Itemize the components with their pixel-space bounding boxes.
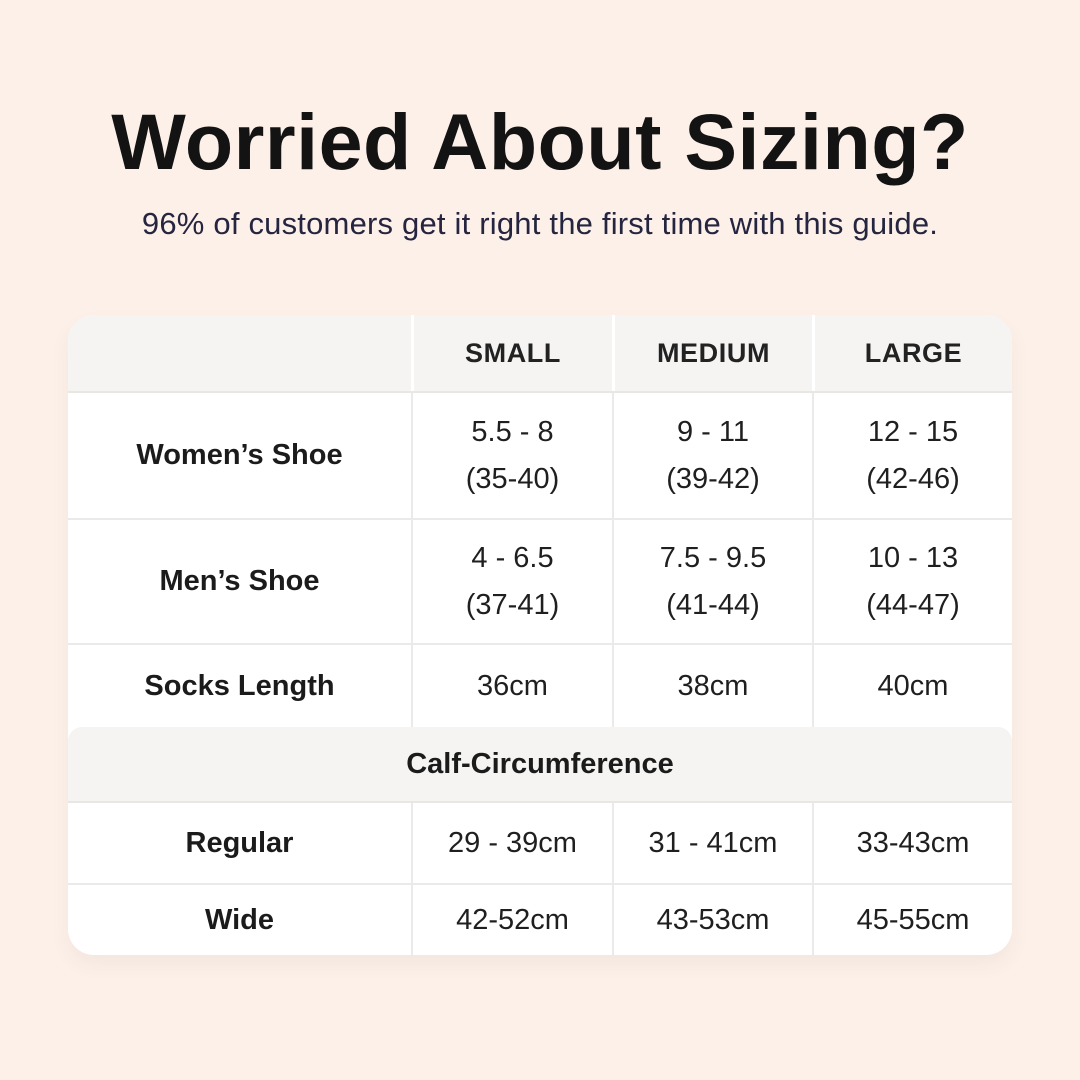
section-header-calf-circumference: Calf-Circumference <box>68 727 1012 803</box>
page-title: Worried About Sizing? <box>111 97 969 186</box>
cell-wide-large: 45-55cm <box>812 885 1012 955</box>
cell-mens-small: 4 - 6.5 (37-41) <box>411 520 612 643</box>
value-secondary: (37-41) <box>465 588 560 621</box>
value-primary: 7.5 - 9.5 <box>659 541 767 574</box>
column-header-medium: MEDIUM <box>612 315 812 391</box>
sizing-table: SMALL MEDIUM LARGE Women’s Shoe 5.5 - 8 … <box>68 315 1012 955</box>
value-primary: 4 - 6.5 <box>471 541 554 574</box>
value-primary: 31 - 41cm <box>648 826 778 859</box>
table-row-womens-shoe: Women’s Shoe 5.5 - 8 (35-40) 9 - 11 (39-… <box>68 393 1012 518</box>
cell-mens-large: 10 - 13 (44-47) <box>812 520 1012 643</box>
table-row-mens-shoe: Men’s Shoe 4 - 6.5 (37-41) 7.5 - 9.5 (41… <box>68 518 1012 643</box>
value-primary: 40cm <box>877 669 949 702</box>
row-label: Wide <box>204 903 275 936</box>
column-header-large: LARGE <box>812 315 1012 391</box>
page-subtitle: 96% of customers get it right the first … <box>141 206 939 241</box>
table-row-socks-length: Socks Length 36cm 38cm 40cm <box>68 643 1012 727</box>
column-header-small: SMALL <box>411 315 612 391</box>
value-primary: 5.5 - 8 <box>471 415 554 448</box>
row-label: Socks Length <box>144 669 335 702</box>
value-primary: 36cm <box>477 669 548 702</box>
value-secondary: (39-42) <box>666 462 760 495</box>
cell-wide-medium: 43-53cm <box>612 885 812 955</box>
cell-socks-medium: 38cm <box>612 645 812 727</box>
cell-regular-medium: 31 - 41cm <box>612 803 812 883</box>
cell-regular-small: 29 - 39cm <box>411 803 612 883</box>
value-secondary: (41-44) <box>666 588 760 621</box>
row-label: Women’s Shoe <box>136 439 343 471</box>
cell-womens-large: 12 - 15 (42-46) <box>812 393 1012 518</box>
table-row-regular: Regular 29 - 39cm 31 - 41cm 33-43cm <box>68 803 1012 883</box>
cell-socks-large: 40cm <box>812 645 1012 727</box>
cell-socks-small: 36cm <box>411 645 612 727</box>
row-label: Regular <box>185 826 294 859</box>
table-row-wide: Wide 42-52cm 43-53cm 45-55cm <box>68 883 1012 955</box>
value-primary: 45-55cm <box>856 903 970 936</box>
value-secondary: (35-40) <box>465 462 560 495</box>
table-header-row: SMALL MEDIUM LARGE <box>68 315 1012 393</box>
value-secondary: (44-47) <box>866 588 960 621</box>
value-primary: 33-43cm <box>856 826 970 859</box>
cell-wide-small: 42-52cm <box>411 885 612 955</box>
value-primary: 9 - 11 <box>676 415 749 448</box>
value-primary: 12 - 15 <box>867 415 959 448</box>
value-primary: 38cm <box>677 669 749 702</box>
value-primary: 42-52cm <box>456 903 569 936</box>
cell-mens-medium: 7.5 - 9.5 (41-44) <box>612 520 812 643</box>
header-spacer-cell <box>68 315 411 391</box>
value-primary: 29 - 39cm <box>448 826 577 859</box>
value-primary: 10 - 13 <box>867 541 959 574</box>
cell-womens-medium: 9 - 11 (39-42) <box>612 393 812 518</box>
cell-womens-small: 5.5 - 8 (35-40) <box>411 393 612 518</box>
cell-regular-large: 33-43cm <box>812 803 1012 883</box>
value-secondary: (42-46) <box>866 462 960 495</box>
value-primary: 43-53cm <box>656 903 770 936</box>
row-label: Men’s Shoe <box>159 565 320 597</box>
